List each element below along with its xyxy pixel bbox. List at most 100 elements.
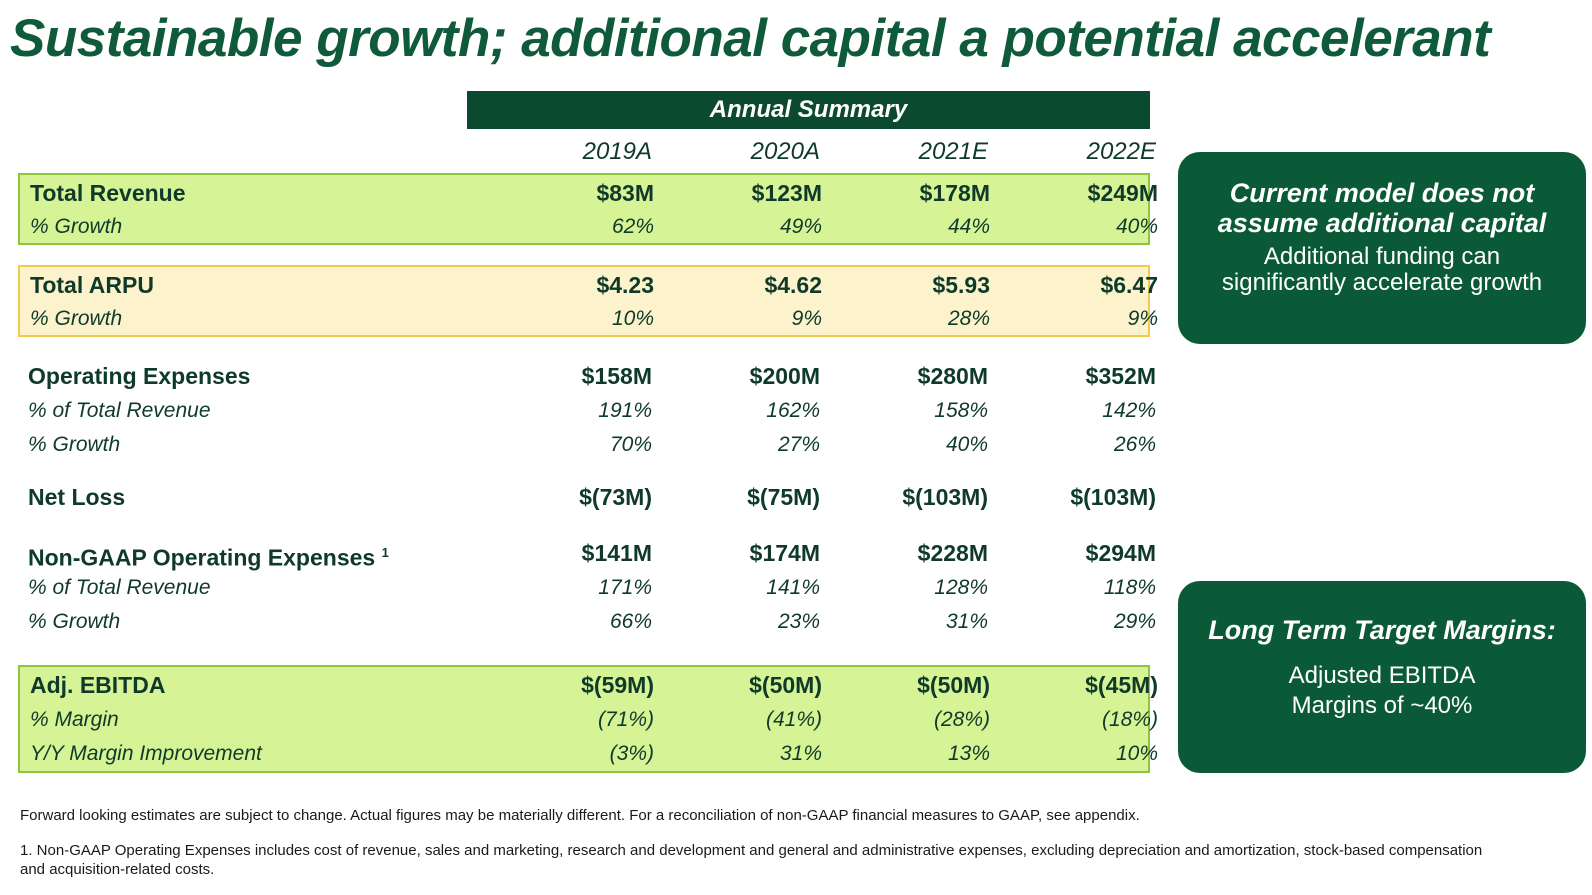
total-revenue-row: Total Revenue $83M $123M $178M $249M	[20, 176, 1158, 210]
arpu-growth-row: % Growth 10% 9% 28% 9%	[20, 302, 1158, 336]
cell-value: 27%	[777, 433, 820, 456]
total-arpu-section: Total ARPU $4.23 $4.62 $5.93 $6.47 % Gro…	[18, 265, 1158, 337]
row-label: Non-GAAP Operating Expenses 1	[28, 536, 389, 575]
year-header-2019: 2019A	[582, 138, 652, 165]
cell-value: 191%	[598, 399, 652, 422]
row-label: Operating Expenses	[28, 363, 251, 389]
year-header-2022: 2022E	[1086, 138, 1156, 165]
cell-value: 10%	[611, 307, 654, 330]
row-label: % Growth	[28, 433, 121, 456]
cell-value: $6.47	[1100, 272, 1158, 298]
row-label: % Growth	[28, 610, 121, 633]
cell-value: 9%	[791, 307, 822, 330]
cell-value: 40%	[1115, 215, 1158, 238]
cell-value: 26%	[1113, 433, 1156, 456]
capital-callout-body-line1: Additional funding can	[1263, 243, 1501, 270]
annual-summary-header: Annual Summary	[467, 91, 1150, 129]
row-label: % of Total Revenue	[28, 576, 211, 599]
total-arpu-row: Total ARPU $4.23 $4.62 $5.93 $6.47	[20, 268, 1158, 302]
cell-value: 66%	[609, 610, 652, 633]
cell-value: $123M	[751, 180, 822, 206]
cell-value: (28%)	[933, 708, 990, 731]
non-gaap-pct-revenue-row: % of Total Revenue 171% 141% 128% 118%	[18, 571, 1156, 605]
cell-value: $(103M)	[1070, 484, 1156, 510]
cell-value: $294M	[1085, 540, 1156, 566]
target-margins-heading: Long Term Target Margins:	[1208, 615, 1556, 645]
opex-growth-row: % Growth 70% 27% 40% 26%	[18, 428, 1156, 462]
row-label: % of Total Revenue	[28, 399, 211, 422]
year-header-2020: 2020A	[750, 138, 820, 165]
cell-value: 31%	[945, 610, 988, 633]
cell-value: 9%	[1127, 307, 1158, 330]
cell-value: $352M	[1085, 363, 1156, 389]
cell-value: $(59M)	[581, 672, 654, 698]
non-gaap-growth-row: % Growth 66% 23% 31% 29%	[18, 605, 1156, 639]
non-gaap-opex-row: Non-GAAP Operating Expenses 1 $141M $174…	[18, 536, 1156, 571]
non-gaap-label-text: Non-GAAP Operating Expenses	[28, 544, 376, 571]
page-title: Sustainable growth; additional capital a…	[10, 9, 1491, 68]
cell-value: 40%	[945, 433, 988, 456]
cell-value: $(75M)	[747, 484, 820, 510]
cell-value: 28%	[947, 307, 990, 330]
row-label: Adj. EBITDA	[30, 672, 166, 698]
revenue-growth-row: % Growth 62% 49% 44% 40%	[20, 210, 1158, 244]
row-label: Y/Y Margin Improvement	[30, 742, 262, 765]
net-loss-section: Net Loss $(73M) $(75M) $(103M) $(103M)	[18, 480, 1156, 516]
cell-value: 29%	[1113, 610, 1156, 633]
net-loss-row: Net Loss $(73M) $(75M) $(103M) $(103M)	[18, 480, 1156, 514]
row-label: % Growth	[30, 215, 123, 238]
non-gaap-footnote: 1. Non-GAAP Operating Expenses includes …	[20, 842, 1483, 878]
cell-value: $4.62	[764, 272, 822, 298]
footnote-marker: 1	[381, 545, 389, 560]
opex-pct-revenue-row: % of Total Revenue 191% 162% 158% 142%	[18, 394, 1156, 428]
capital-callout: Current model does not assume additional…	[1178, 152, 1586, 344]
cell-value: $158M	[581, 363, 652, 389]
target-margins-body-line2: Margins of ~40%	[1291, 692, 1473, 719]
cell-value: (18%)	[1101, 708, 1158, 731]
cell-value: 118%	[1103, 576, 1156, 599]
total-revenue-section: Total Revenue $83M $123M $178M $249M % G…	[18, 173, 1158, 245]
target-margins-callout: Long Term Target Margins: Adjusted EBITD…	[1178, 581, 1586, 773]
cell-value: $(103M)	[902, 484, 988, 510]
row-label: % Growth	[30, 307, 123, 330]
cell-value: $200M	[749, 363, 820, 389]
operating-expenses-section: Operating Expenses $158M $200M $280M $35…	[18, 359, 1156, 465]
cell-value: $249M	[1087, 180, 1158, 206]
cell-value: $280M	[917, 363, 988, 389]
cell-value: $4.23	[596, 272, 654, 298]
cell-value: (71%)	[597, 708, 654, 731]
capital-callout-body-line2: significantly accelerate growth	[1221, 269, 1543, 296]
row-label: % Margin	[30, 708, 119, 731]
cell-value: $174M	[749, 540, 820, 566]
cell-value: 49%	[779, 215, 822, 238]
year-header-2021: 2021E	[918, 138, 988, 165]
ebitda-margin-row: % Margin (71%) (41%) (28%) (18%)	[20, 703, 1158, 737]
cell-value: $141M	[581, 540, 652, 566]
non-gaap-opex-section: Non-GAAP Operating Expenses 1 $141M $174…	[18, 536, 1156, 642]
cell-value: 171%	[598, 576, 652, 599]
cell-value: $83M	[596, 180, 654, 206]
cell-value: $178M	[919, 180, 990, 206]
cell-value: 142%	[1102, 399, 1156, 422]
margin-improvement-row: Y/Y Margin Improvement (3%) 31% 13% 10%	[20, 737, 1158, 771]
cell-value: $(73M)	[579, 484, 652, 510]
cell-value: 23%	[777, 610, 820, 633]
disclaimer-footnote: Forward looking estimates are subject to…	[20, 807, 1140, 824]
cell-value: 128%	[934, 576, 988, 599]
cell-value: 13%	[947, 742, 990, 765]
cell-value: (3%)	[609, 742, 654, 765]
adj-ebitda-row: Adj. EBITDA $(59M) $(50M) $(50M) $(45M)	[20, 668, 1158, 702]
target-margins-body-line1: Adjusted EBITDA	[1288, 662, 1476, 689]
capital-callout-heading-line1: Current model does not	[1229, 178, 1535, 208]
cell-value: $(50M)	[917, 672, 990, 698]
capital-callout-heading-line2: assume additional capital	[1217, 208, 1547, 238]
cell-value: $(50M)	[749, 672, 822, 698]
cell-value: $(45M)	[1085, 672, 1158, 698]
cell-value: 158%	[934, 399, 988, 422]
cell-value: $5.93	[932, 272, 990, 298]
cell-value: 62%	[611, 215, 654, 238]
cell-value: 162%	[766, 399, 820, 422]
cell-value: 44%	[947, 215, 990, 238]
row-label: Net Loss	[28, 484, 126, 510]
row-label: Total Revenue	[30, 180, 186, 206]
